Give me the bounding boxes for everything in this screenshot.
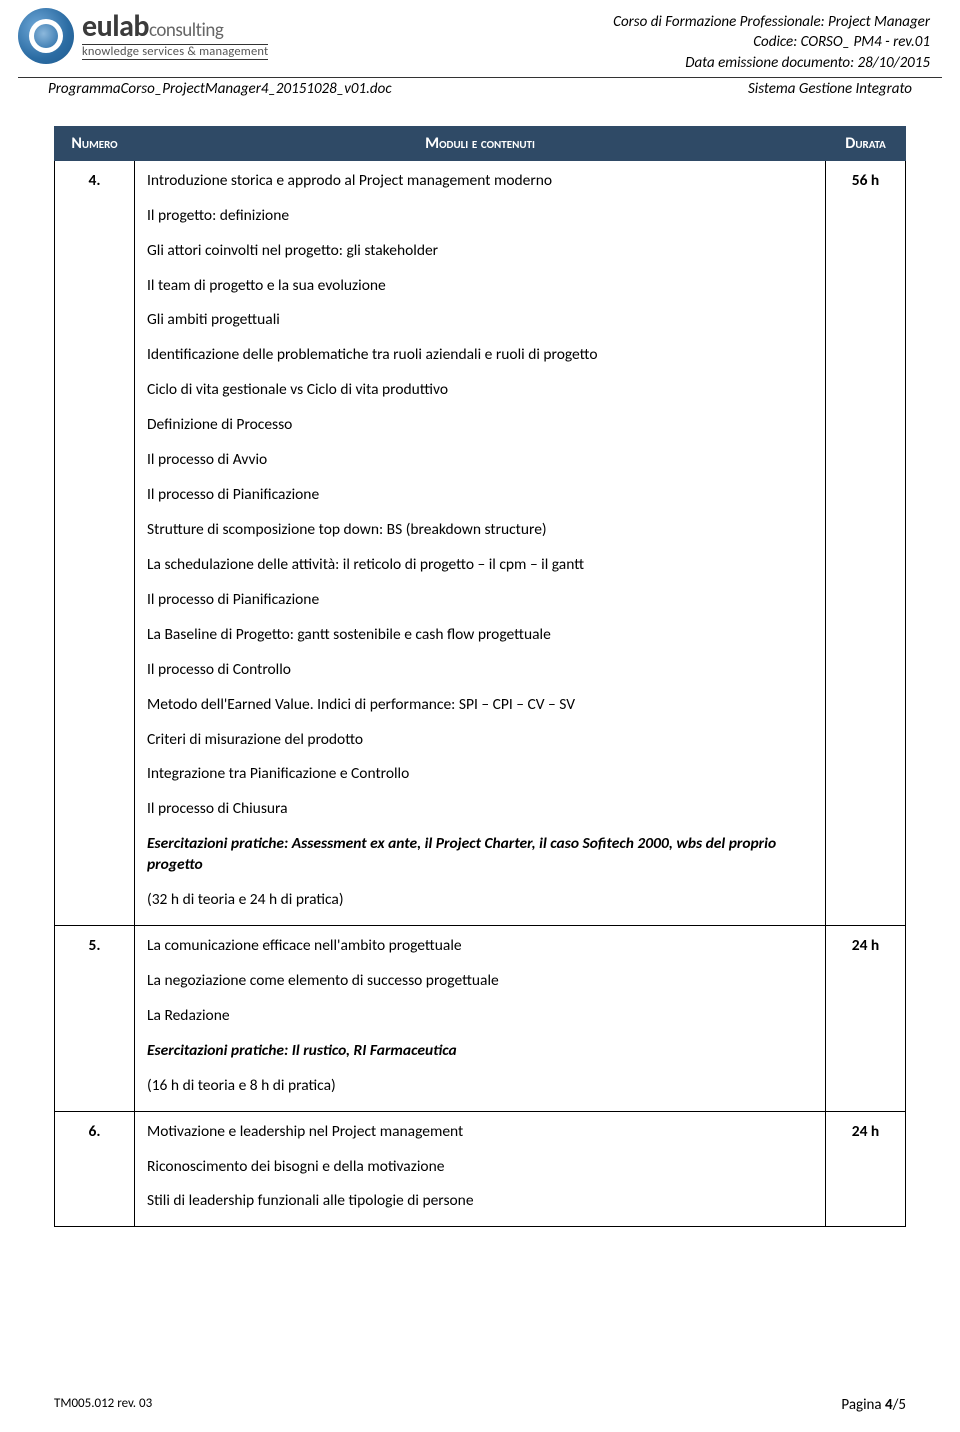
cell-duration: 56 h	[826, 160, 906, 925]
module-line: Metodo dell'Earned Value. Indici di perf…	[147, 695, 813, 716]
module-line: Ciclo di vita gestionale vs Ciclo di vit…	[147, 380, 813, 401]
cell-duration: 24 h	[826, 1111, 906, 1227]
module-note: (32 h di teoria e 24 h di pratica)	[147, 890, 813, 911]
logo-consulting: consulting	[149, 19, 223, 42]
table-body: 4. Introduzione storica e approdo al Proj…	[55, 160, 906, 1227]
module-line: Gli ambiti progettuali	[147, 310, 813, 331]
logo-tagline: knowledge services & management	[82, 44, 268, 61]
cell-module: La comunicazione efficace nell'ambito pr…	[135, 926, 826, 1112]
col-header-dur: Durata	[826, 126, 906, 160]
cell-num: 5.	[55, 926, 135, 1112]
module-line: La schedulazione delle attività: il reti…	[147, 555, 813, 576]
module-line: La Baseline di Progetto: gantt sostenibi…	[147, 625, 813, 646]
module-line: Il processo di Avvio	[147, 450, 813, 471]
module-line: Motivazione e leadership nel Project man…	[147, 1122, 813, 1143]
module-line: Introduzione storica e approdo al Projec…	[147, 171, 813, 192]
sub-header: ProgrammaCorso_ProjectManager4_20151028_…	[18, 77, 942, 98]
module-line: Gli attori coinvolti nel progetto: gli s…	[147, 241, 813, 262]
table-header-row: Numero Moduli e contenuti Durata	[55, 126, 906, 160]
module-note: (16 h di teoria e 8 h di pratica)	[147, 1076, 813, 1097]
table-row: 4. Introduzione storica e approdo al Proj…	[55, 160, 906, 925]
module-line: Il progetto: definizione	[147, 206, 813, 227]
header-line-course: Corso di Formazione Professionale: Proje…	[613, 12, 930, 32]
cell-num: 4.	[55, 160, 135, 925]
module-line: Il processo di Pianificazione	[147, 590, 813, 611]
module-line: Il processo di Controllo	[147, 660, 813, 681]
col-header-mod: Moduli e contenuti	[135, 126, 826, 160]
header-meta: Corso di Formazione Professionale: Proje…	[613, 8, 930, 73]
module-line: Integrazione tra Pianificazione e Contro…	[147, 764, 813, 785]
footer-page-label: Pagina	[841, 1396, 885, 1414]
table-row: 5. La comunicazione efficace nell'ambito …	[55, 926, 906, 1112]
modules-table: Numero Moduli e contenuti Durata 4. Intro…	[54, 126, 906, 1228]
logo-block: eulabconsulting knowledge services & man…	[18, 8, 268, 64]
module-line: Il team di progetto e la sua evoluzione	[147, 276, 813, 297]
module-emphasis: Esercitazioni pratiche: Assessment ex an…	[147, 834, 813, 876]
module-line: La Redazione	[147, 1006, 813, 1027]
logo-name: eulab	[82, 8, 149, 45]
table-row: 6. Motivazione e leadership nel Project m…	[55, 1111, 906, 1227]
footer-left: TM005.012 rev. 03	[54, 1396, 152, 1414]
cell-module: Motivazione e leadership nel Project man…	[135, 1111, 826, 1227]
logo-text: eulabconsulting knowledge services & man…	[82, 12, 268, 61]
module-line: Identificazione delle problematiche tra …	[147, 345, 813, 366]
content: Numero Moduli e contenuti Durata 4. Intro…	[0, 98, 960, 1228]
module-line: Definizione di Processo	[147, 415, 813, 436]
footer-page-num: 4	[885, 1396, 893, 1414]
module-line: Stili di leadership funzionali alle tipo…	[147, 1191, 813, 1212]
module-line: La negoziazione come elemento di success…	[147, 971, 813, 992]
logo-icon	[18, 8, 74, 64]
system-label: Sistema Gestione Integrato	[748, 80, 912, 98]
module-line: Criteri di misurazione del prodotto	[147, 730, 813, 751]
module-line: La comunicazione efficace nell'ambito pr…	[147, 936, 813, 957]
cell-duration: 24 h	[826, 926, 906, 1112]
header-line-code: Codice: CORSO_ PM4 - rev.01	[613, 32, 930, 52]
page-footer: TM005.012 rev. 03 Pagina 4/5	[0, 1396, 960, 1414]
cell-num: 6.	[55, 1111, 135, 1227]
header-line-date: Data emissione documento: 28/10/2015	[613, 53, 930, 73]
page-header: eulabconsulting knowledge services & man…	[0, 0, 960, 77]
module-line: Strutture di scomposizione top down: BS …	[147, 520, 813, 541]
footer-page-total: 5	[898, 1396, 906, 1414]
module-line: Riconoscimento dei bisogni e della motiv…	[147, 1157, 813, 1178]
module-line: Il processo di Chiusura	[147, 799, 813, 820]
filename: ProgrammaCorso_ProjectManager4_20151028_…	[48, 80, 392, 98]
cell-module: Introduzione storica e approdo al Projec…	[135, 160, 826, 925]
module-emphasis: Esercitazioni pratiche: Il rustico, RI F…	[147, 1041, 813, 1062]
footer-right: Pagina 4/5	[841, 1396, 906, 1414]
col-header-num: Numero	[55, 126, 135, 160]
module-line: Il processo di Pianificazione	[147, 485, 813, 506]
